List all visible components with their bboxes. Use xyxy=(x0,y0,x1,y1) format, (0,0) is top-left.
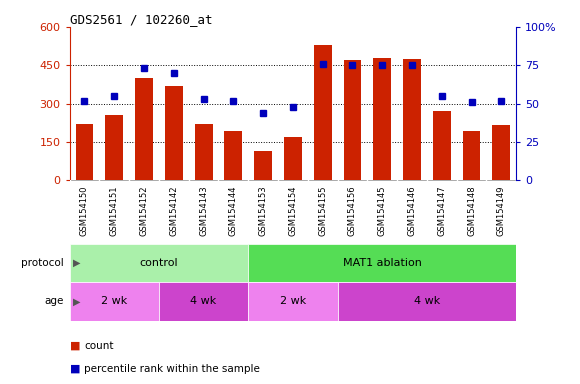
Text: age: age xyxy=(45,296,64,306)
Text: count: count xyxy=(84,341,114,351)
Bar xyxy=(75,124,93,180)
Bar xyxy=(195,124,212,180)
Bar xyxy=(254,151,272,180)
Text: GDS2561 / 102260_at: GDS2561 / 102260_at xyxy=(70,13,212,26)
Bar xyxy=(70,244,248,282)
Text: GSM154150: GSM154150 xyxy=(80,185,89,236)
Text: 4 wk: 4 wk xyxy=(190,296,217,306)
Text: GSM154155: GSM154155 xyxy=(318,185,327,236)
Bar xyxy=(106,115,123,180)
Bar xyxy=(343,60,361,180)
Text: 2 wk: 2 wk xyxy=(280,296,306,306)
Text: GSM154154: GSM154154 xyxy=(288,185,298,236)
Text: GSM154152: GSM154152 xyxy=(140,185,148,236)
Text: GSM154142: GSM154142 xyxy=(169,185,178,236)
Bar xyxy=(70,282,159,321)
Text: 4 wk: 4 wk xyxy=(414,296,440,306)
Bar xyxy=(224,131,242,180)
Text: control: control xyxy=(140,258,178,268)
Bar xyxy=(248,244,516,282)
Bar xyxy=(135,78,153,180)
Bar xyxy=(433,111,451,180)
Bar xyxy=(165,86,183,180)
Bar xyxy=(403,59,421,180)
Text: ■: ■ xyxy=(70,364,80,374)
Bar xyxy=(374,58,391,180)
Text: GSM154147: GSM154147 xyxy=(437,185,446,236)
Bar xyxy=(314,45,332,180)
Bar xyxy=(284,137,302,180)
Text: GSM154145: GSM154145 xyxy=(378,185,387,236)
Text: GSM154156: GSM154156 xyxy=(348,185,357,236)
Text: ▶: ▶ xyxy=(72,258,80,268)
Text: GSM154153: GSM154153 xyxy=(259,185,267,236)
Text: ■: ■ xyxy=(70,341,80,351)
Text: MAT1 ablation: MAT1 ablation xyxy=(343,258,422,268)
Text: ▶: ▶ xyxy=(72,296,80,306)
Text: GSM154143: GSM154143 xyxy=(199,185,208,236)
Bar xyxy=(492,126,510,180)
Text: GSM154146: GSM154146 xyxy=(408,185,416,236)
Bar xyxy=(338,282,516,321)
Text: GSM154144: GSM154144 xyxy=(229,185,238,236)
Text: GSM154149: GSM154149 xyxy=(497,185,506,236)
Text: protocol: protocol xyxy=(21,258,64,268)
Bar xyxy=(463,131,480,180)
Text: percentile rank within the sample: percentile rank within the sample xyxy=(84,364,260,374)
Text: 2 wk: 2 wk xyxy=(101,296,128,306)
Text: GSM154148: GSM154148 xyxy=(467,185,476,236)
Bar xyxy=(159,282,248,321)
Bar xyxy=(248,282,338,321)
Text: GSM154151: GSM154151 xyxy=(110,185,119,236)
